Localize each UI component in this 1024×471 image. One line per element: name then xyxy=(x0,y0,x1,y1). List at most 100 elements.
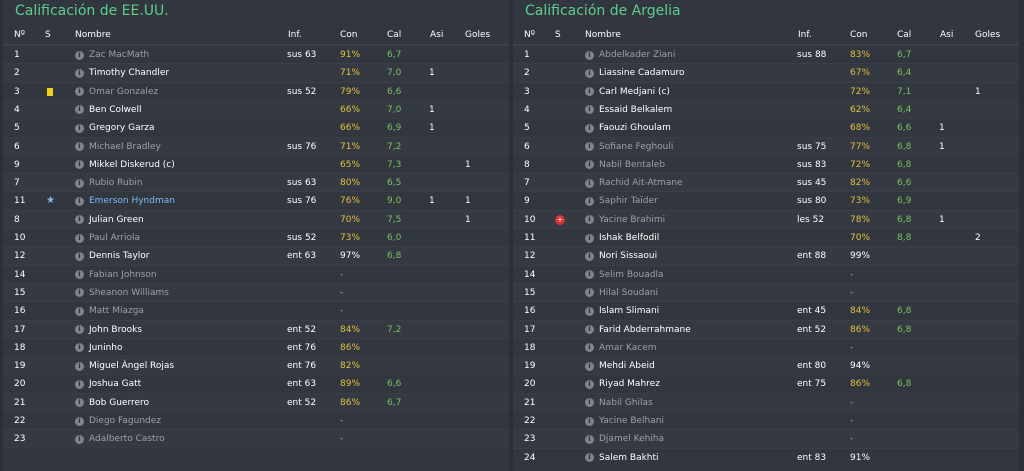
info-icon[interactable]: i xyxy=(75,50,84,60)
header-info[interactable]: Inf. xyxy=(288,30,302,40)
header-name[interactable]: Nombre xyxy=(75,30,111,40)
player-name[interactable]: Rachid Ait-Atmane xyxy=(599,178,683,189)
info-icon[interactable]: i xyxy=(585,196,594,206)
info-icon[interactable]: i xyxy=(585,160,594,170)
info-icon[interactable]: i xyxy=(585,306,594,316)
info-icon[interactable]: i xyxy=(585,288,594,298)
info-icon[interactable]: i xyxy=(585,233,594,243)
player-name[interactable]: Nabil Ghilas xyxy=(599,397,653,408)
header-status[interactable]: S xyxy=(555,30,561,40)
player-row[interactable]: 20 i Joshua Gatt ent 63 89% 6,6 xyxy=(3,374,509,393)
player-row[interactable]: 1 i Abdelkader Ziani sus 88 83% 6,7 xyxy=(513,45,1019,64)
player-name[interactable]: Matt Miazga xyxy=(89,306,144,317)
player-row[interactable]: 10 + i Yacine Brahimi les 52 78% 6,8 1 xyxy=(513,209,1019,229)
player-row[interactable]: 21 i Nabil Ghilas - xyxy=(513,392,1019,412)
player-name[interactable]: Amar Kacem xyxy=(599,342,657,353)
player-name[interactable]: Carl Medjani (c) xyxy=(599,86,670,97)
player-name[interactable]: Sofiane Feghouli xyxy=(599,141,674,152)
player-name[interactable]: Juninho xyxy=(89,342,123,353)
player-row[interactable]: 11 ★ i Emerson Hyndman sus 76 76% 9,0 1 1 xyxy=(3,191,509,210)
info-icon[interactable]: i xyxy=(585,251,594,261)
info-icon[interactable]: i xyxy=(585,68,594,78)
player-name[interactable]: Paul Arriola xyxy=(89,233,141,243)
info-icon[interactable]: i xyxy=(585,434,594,444)
player-row[interactable]: 1 i Zac MacMath sus 63 91% 6,7 xyxy=(3,45,509,64)
player-name[interactable]: Sheanon Williams xyxy=(89,287,169,298)
info-icon[interactable]: i xyxy=(75,434,84,444)
player-name[interactable]: Abdelkader Ziani xyxy=(599,50,676,60)
player-name[interactable]: Timothy Chandler xyxy=(89,68,170,79)
player-row[interactable]: 18 i Juninho ent 76 86% xyxy=(3,337,509,357)
player-name[interactable]: Joshua Gatt xyxy=(89,379,142,390)
player-name[interactable]: Julian Green xyxy=(89,214,144,225)
player-row[interactable]: 5 i Gregory Garza 66% 6,9 1 xyxy=(3,118,509,137)
header-assists[interactable]: Asi xyxy=(430,30,444,40)
header-goals[interactable]: Goles xyxy=(465,30,491,40)
player-name[interactable]: John Brooks xyxy=(89,324,143,335)
player-name[interactable]: Michael Bradley xyxy=(89,141,161,152)
player-name[interactable]: Riyad Mahrez xyxy=(599,379,660,390)
info-icon[interactable]: i xyxy=(75,160,84,170)
info-icon[interactable]: i xyxy=(585,343,594,353)
player-row[interactable]: 15 i Hilal Soudani - xyxy=(513,282,1019,302)
info-icon[interactable]: i xyxy=(75,306,84,316)
player-row[interactable]: 23 i Adalberto Castro - xyxy=(3,429,509,449)
info-icon[interactable]: i xyxy=(585,50,594,60)
player-row[interactable]: 19 i Miguel Ángel Rojas ent 76 82% xyxy=(3,356,509,376)
player-row[interactable]: 21 i Bob Guerrero ent 52 86% 6,7 xyxy=(3,392,509,412)
player-name[interactable]: Emerson Hyndman xyxy=(89,196,175,207)
player-row[interactable]: 3 i Carl Medjani (c) 72% 7,1 1 xyxy=(513,81,1019,101)
info-icon[interactable]: i xyxy=(75,233,84,243)
info-icon[interactable]: i xyxy=(75,142,84,151)
player-row[interactable]: 12 i Dennis Taylor ent 63 97% 6,8 xyxy=(3,246,509,266)
player-name[interactable]: Saphir Taïder xyxy=(599,196,658,207)
player-name[interactable]: Ben Colwell xyxy=(89,104,142,115)
player-name[interactable]: Gregory Garza xyxy=(89,123,155,134)
player-name[interactable]: Yacine Brahimi xyxy=(599,214,666,225)
info-icon[interactable]: i xyxy=(75,398,84,408)
player-row[interactable]: 5 i Faouzi Ghoulam 68% 6,6 1 xyxy=(513,118,1019,137)
player-name[interactable]: Mikkel Diskerud (c) xyxy=(89,159,175,170)
player-row[interactable]: 6 i Sofiane Feghouli sus 75 77% 6,8 1 xyxy=(513,136,1019,156)
info-icon[interactable]: i xyxy=(585,361,594,371)
player-name[interactable]: Yacine Belhani xyxy=(599,416,664,426)
info-icon[interactable]: i xyxy=(585,87,594,97)
player-row[interactable]: 11 i Ishak Belfodil 70% 8,8 2 xyxy=(513,228,1019,247)
player-row[interactable]: 9 i Saphir Taïder sus 80 73% 6,9 xyxy=(513,191,1019,210)
info-icon[interactable]: i xyxy=(585,215,594,225)
player-name[interactable]: Salem Bakhti xyxy=(599,452,659,463)
player-row[interactable]: 2 i Timothy Chandler 71% 7,0 1 xyxy=(3,63,509,83)
info-icon[interactable]: i xyxy=(75,68,84,78)
info-icon[interactable]: i xyxy=(75,416,84,426)
player-row[interactable]: 16 i Matt Miazga - xyxy=(3,301,509,320)
player-name[interactable]: Miguel Ángel Rojas xyxy=(89,361,175,372)
player-name[interactable]: Diego Fagundez xyxy=(89,416,162,426)
player-name[interactable]: Omar Gonzalez xyxy=(89,86,159,97)
info-icon[interactable]: i xyxy=(75,178,84,188)
player-row[interactable]: 10 i Paul Arriola sus 52 73% 6,0 xyxy=(3,228,509,247)
player-row[interactable]: 2 i Liassine Cadamuro 67% 6,4 xyxy=(513,63,1019,83)
player-row[interactable]: 8 i Julian Green 70% 7,5 1 xyxy=(3,209,509,229)
info-icon[interactable]: i xyxy=(585,105,594,115)
info-icon[interactable]: i xyxy=(585,270,594,280)
player-name[interactable]: Selim Bouadla xyxy=(599,269,664,280)
player-row[interactable]: 3 i Omar Gonzalez sus 52 79% 6,6 xyxy=(3,81,509,101)
header-condition[interactable]: Con xyxy=(850,30,868,40)
player-row[interactable]: 8 i Nabil Bentaleb sus 83 72% 6,8 xyxy=(513,154,1019,174)
info-icon[interactable]: i xyxy=(75,270,84,280)
player-name[interactable]: Zac MacMath xyxy=(89,50,150,60)
info-icon[interactable]: i xyxy=(585,123,594,133)
player-row[interactable]: 22 i Diego Fagundez - xyxy=(3,411,509,430)
info-icon[interactable]: i xyxy=(75,196,84,206)
info-icon[interactable]: i xyxy=(585,416,594,426)
player-name[interactable]: Dennis Taylor xyxy=(89,251,150,262)
player-name[interactable]: Islam Slimani xyxy=(599,306,660,317)
player-row[interactable]: 7 i Rachid Ait-Atmane sus 45 82% 6,6 xyxy=(513,173,1019,193)
player-row[interactable]: 18 i Amar Kacem - xyxy=(513,337,1019,357)
header-condition[interactable]: Con xyxy=(340,30,358,40)
info-icon[interactable]: i xyxy=(75,343,84,353)
player-row[interactable]: 20 i Riyad Mahrez ent 75 86% 6,8 xyxy=(513,374,1019,393)
info-icon[interactable]: i xyxy=(585,398,594,408)
header-assists[interactable]: Asi xyxy=(940,30,954,40)
header-number[interactable]: Nº xyxy=(524,30,535,40)
